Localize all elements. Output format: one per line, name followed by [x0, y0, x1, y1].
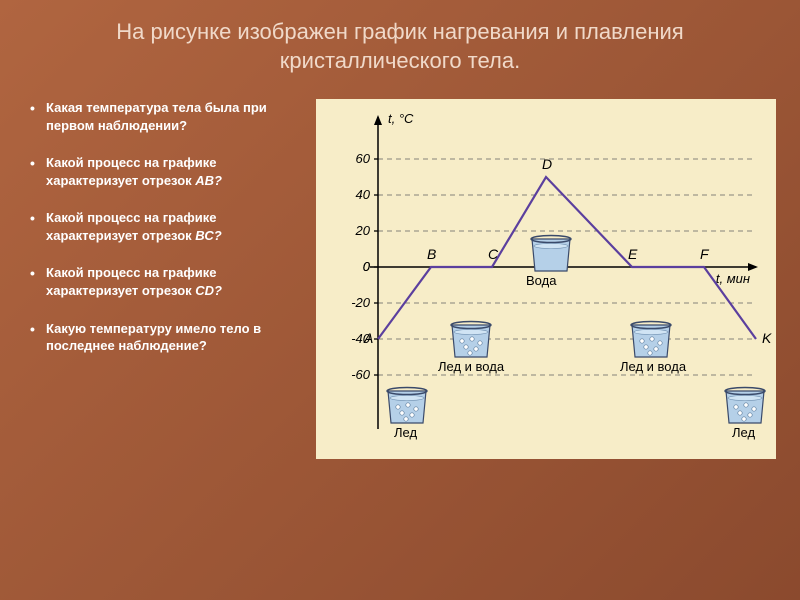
question-item: Какая температура тела была при первом н… [30, 99, 300, 134]
svg-text:Вода: Вода [526, 273, 557, 288]
svg-text:Лед: Лед [394, 425, 417, 440]
question-item: Какой процесс на графике характеризует о… [30, 264, 300, 299]
svg-text:B: B [427, 246, 436, 262]
content-row: Какая температура тела была при первом н… [0, 89, 800, 459]
svg-text:K: K [762, 330, 772, 346]
svg-text:20: 20 [355, 223, 371, 238]
svg-text:-60: -60 [351, 367, 371, 382]
svg-text:-20: -20 [351, 295, 371, 310]
svg-text:Лед и вода: Лед и вода [620, 359, 687, 374]
svg-text:40: 40 [356, 187, 371, 202]
svg-text:t, мин: t, мин [716, 271, 750, 286]
svg-text:D: D [542, 156, 552, 172]
svg-text:F: F [700, 246, 710, 262]
question-list: Какая температура тела была при первом н… [30, 99, 300, 459]
svg-text:Лед: Лед [732, 425, 755, 440]
svg-text:0: 0 [363, 259, 371, 274]
heating-chart: -60-40-200204060t, °Сt, мин0ABCDEFKЛедЛе… [316, 99, 776, 459]
svg-text:Лед и вода: Лед и вода [438, 359, 505, 374]
chart-container: -60-40-200204060t, °Сt, мин0ABCDEFKЛедЛе… [316, 99, 776, 459]
question-item: Какой процесс на графике характеризует о… [30, 209, 300, 244]
svg-text:60: 60 [356, 151, 371, 166]
svg-text:E: E [628, 246, 638, 262]
svg-text:A: A [363, 330, 373, 346]
page-title: На рисунке изображен график нагревания и… [0, 0, 800, 89]
question-item: Какой процесс на графике характеризует о… [30, 154, 300, 189]
svg-text:t, °С: t, °С [388, 111, 414, 126]
svg-text:C: C [488, 246, 499, 262]
question-item: Какую температуру имело тело в последнее… [30, 320, 300, 355]
